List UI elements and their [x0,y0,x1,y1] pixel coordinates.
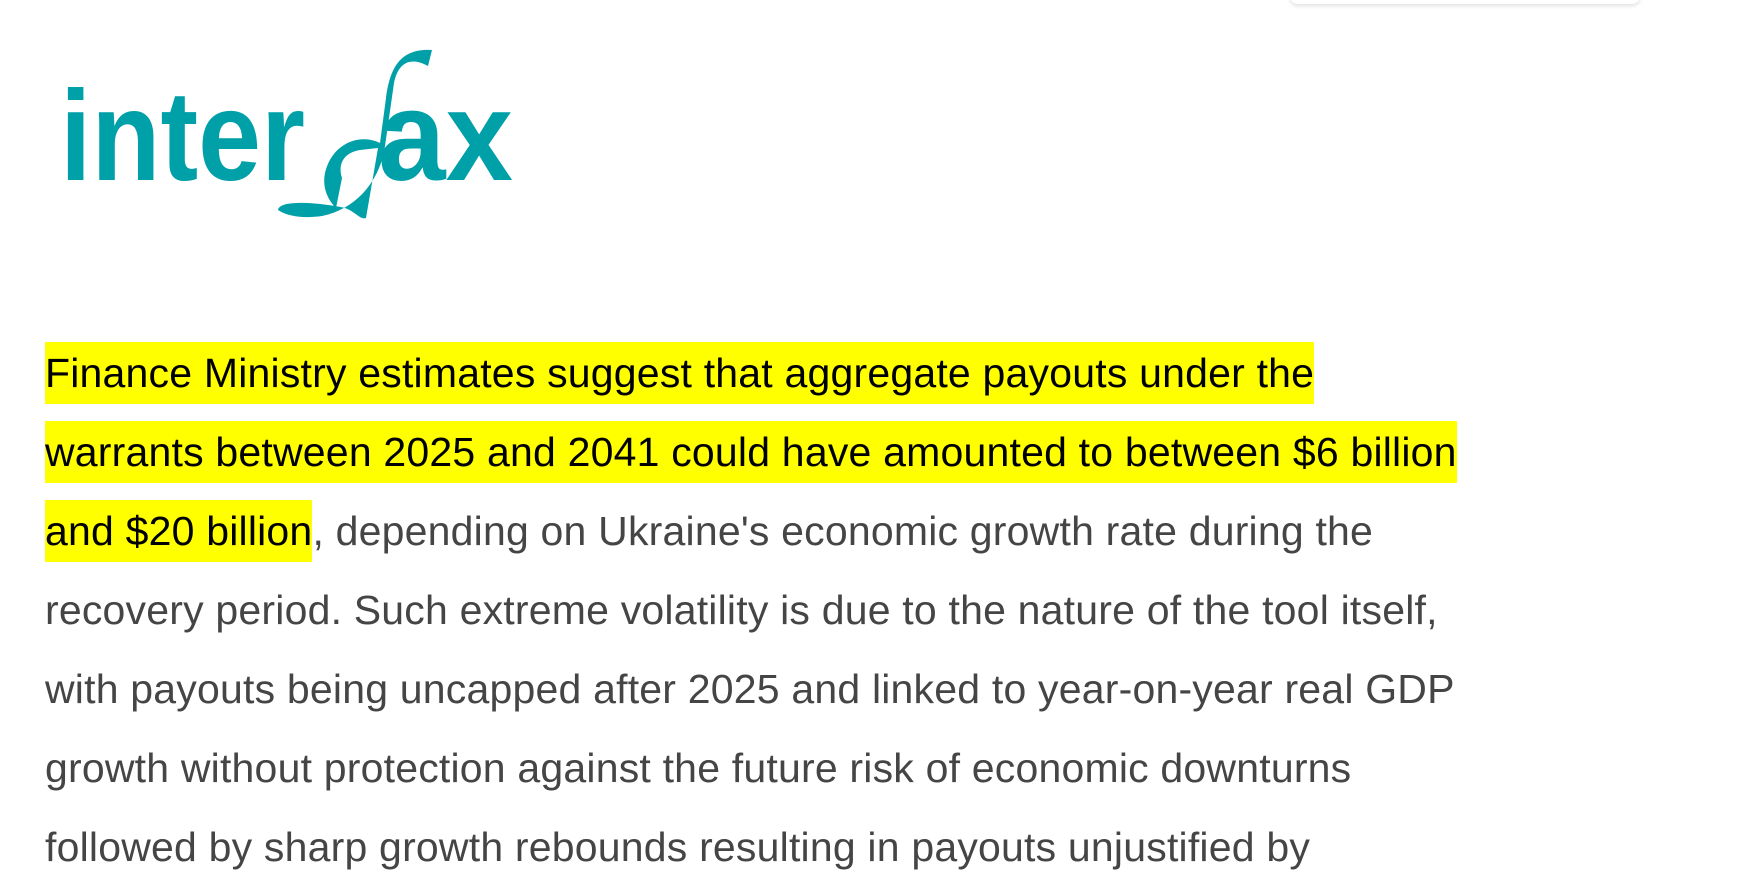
highlighted-text: Finance Ministry estimates suggest that … [45,342,1315,404]
logo-image: inter ax [60,49,513,219]
text: recovery period. Such extreme volatility… [45,587,1438,633]
svg-text:ax: ax [378,65,513,208]
top-tab-edge [1290,0,1640,4]
text-line: warrants between 2025 and 2041 could hav… [45,413,1745,492]
text: , depending on Ukraine's economic growth… [312,508,1374,554]
svg-text:inter: inter [60,65,305,208]
text-line: followed by sharp growth rebounds result… [45,808,1745,887]
highlighted-text: warrants between 2025 and 2041 could hav… [45,421,1457,483]
text-line: with payouts being uncapped after 2025 a… [45,650,1745,729]
text: followed by sharp growth rebounds result… [45,824,1311,870]
text-line: and $20 billion, depending on Ukraine's … [45,492,1745,571]
highlighted-text: and $20 billion [45,500,313,562]
text: with payouts being uncapped after 2025 a… [45,666,1455,712]
text-line: recovery period. Such extreme volatility… [45,571,1745,650]
interfax-logo[interactable]: inter ax [60,48,520,220]
text-line: Finance Ministry estimates suggest that … [45,334,1745,413]
text: growth without protection against the fu… [45,745,1352,791]
text-line: growth without protection against the fu… [45,729,1745,808]
article-body: Finance Ministry estimates suggest that … [45,334,1745,887]
